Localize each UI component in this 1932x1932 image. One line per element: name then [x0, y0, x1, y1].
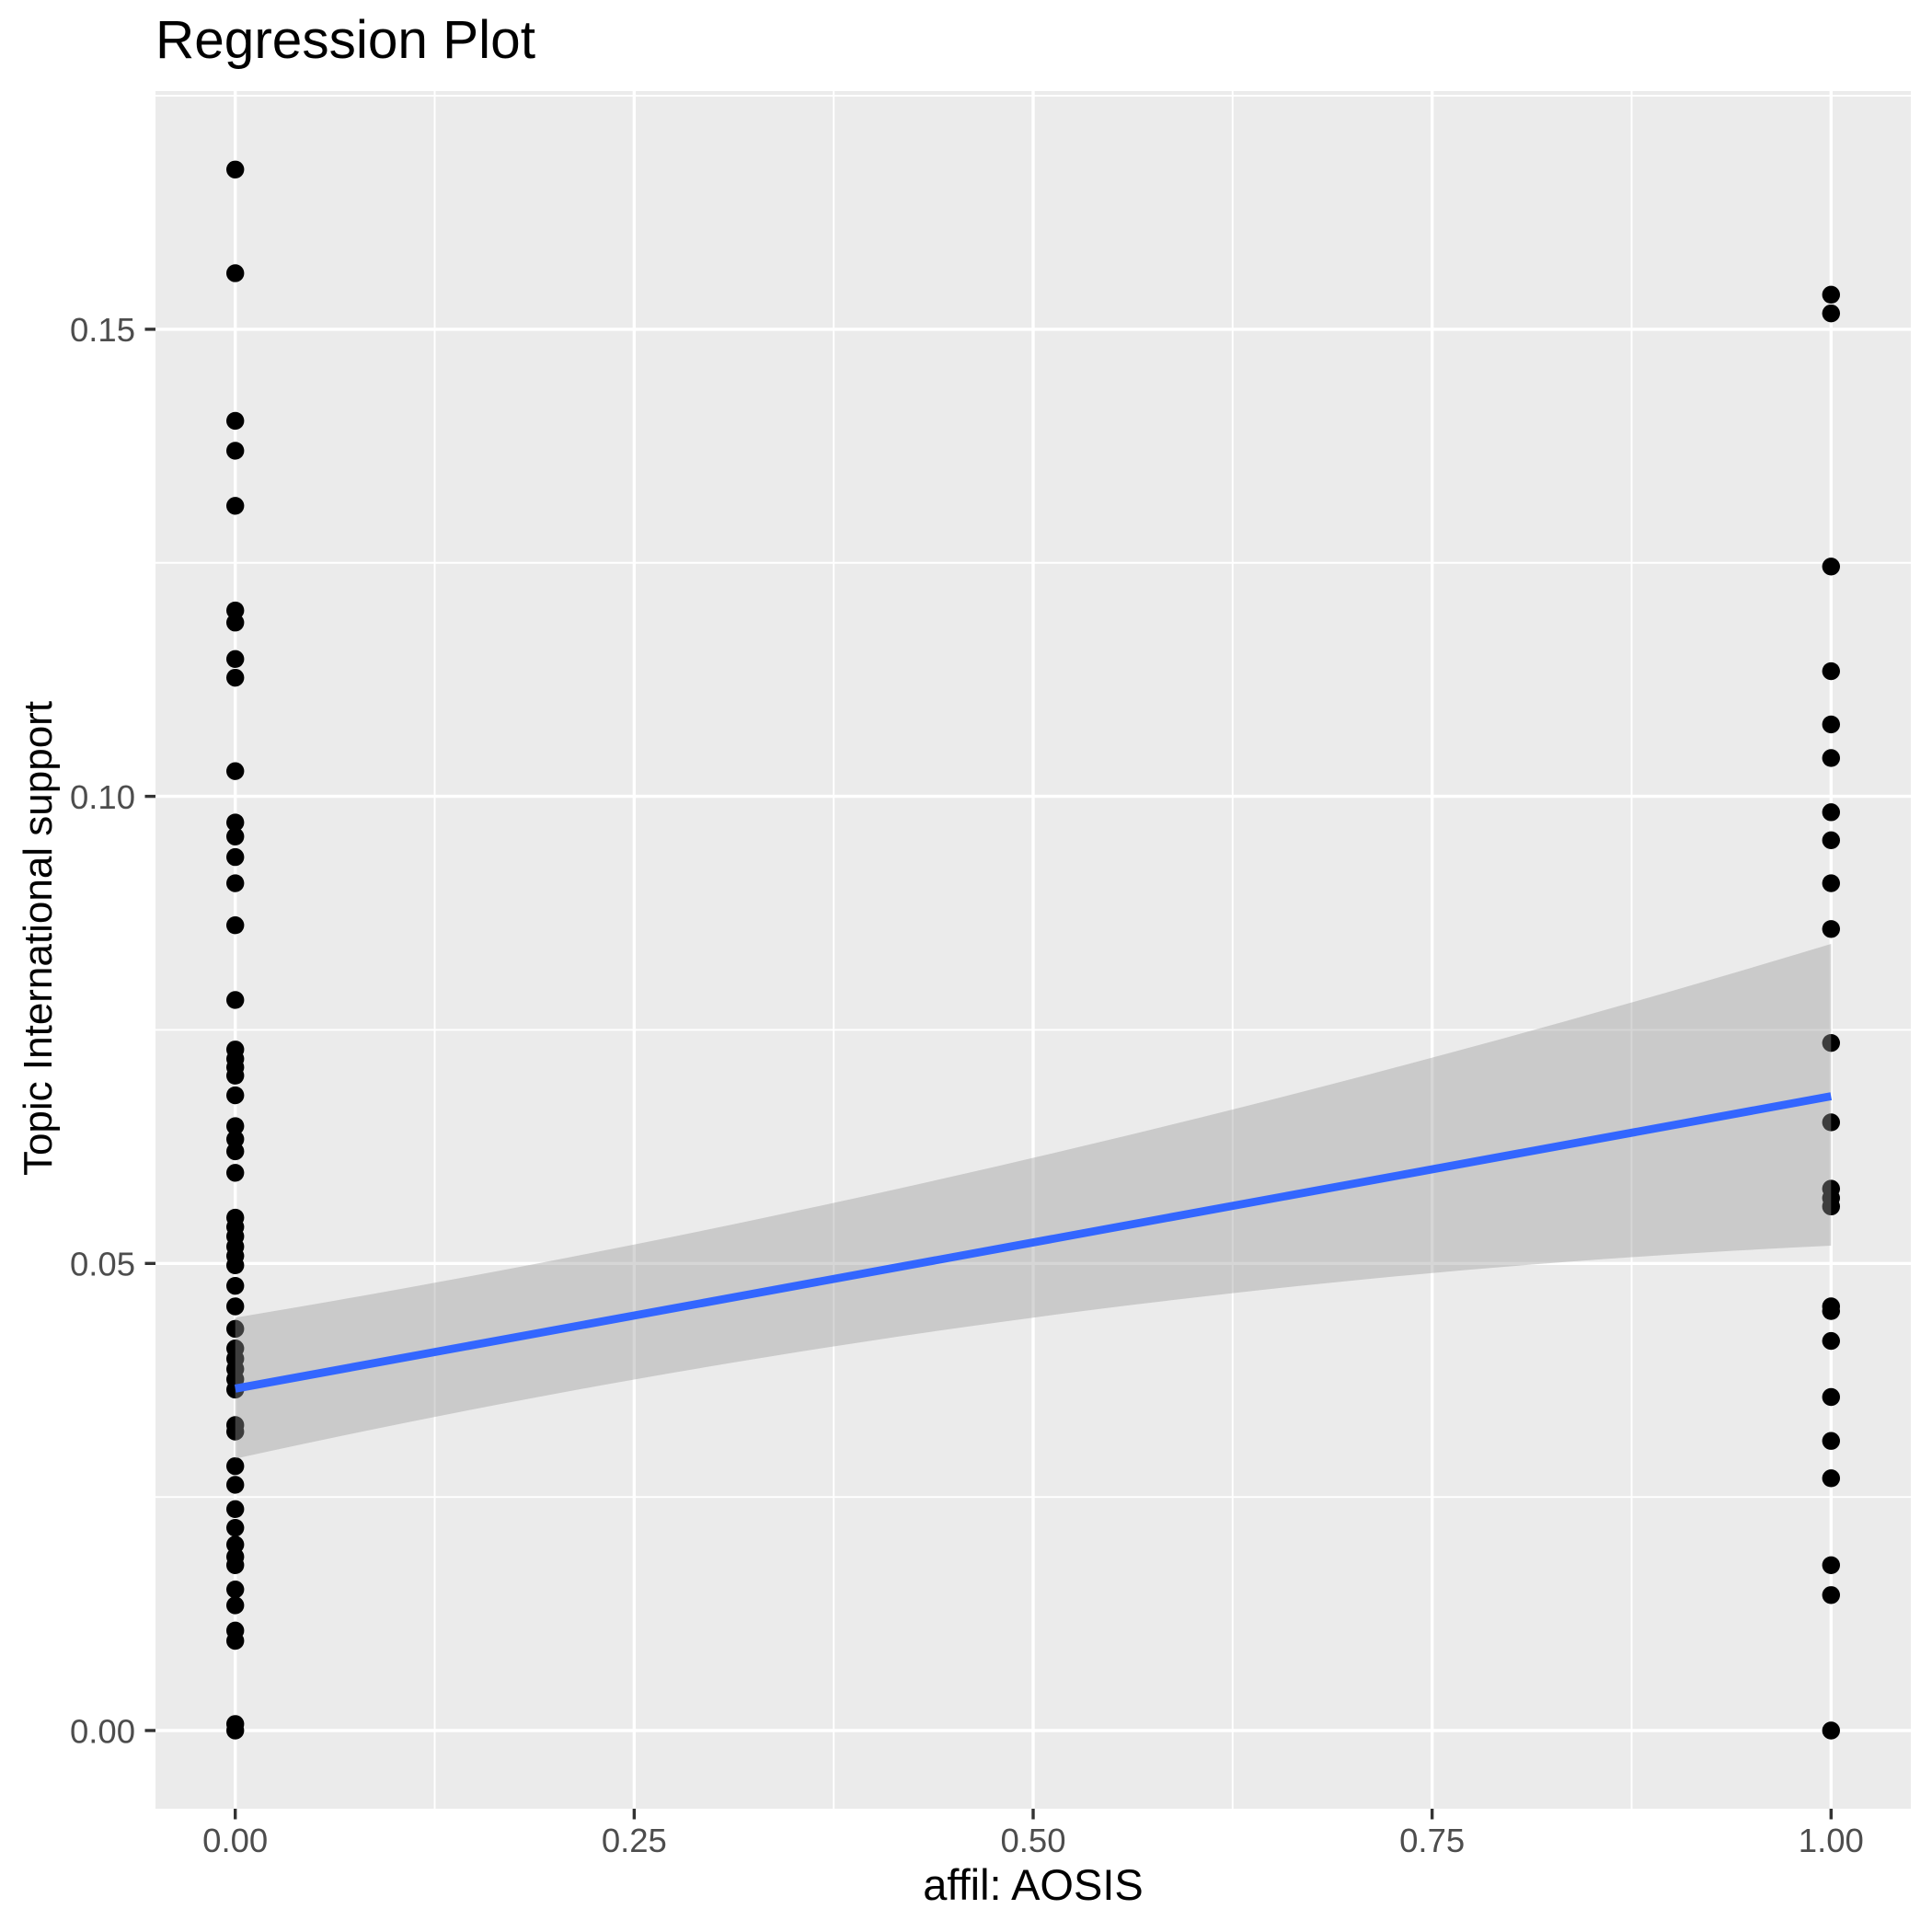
- y-tick-label: 0.10: [70, 778, 135, 816]
- data-point: [1822, 1469, 1841, 1488]
- data-point: [226, 847, 245, 867]
- data-point: [226, 668, 245, 687]
- y-axis-title: Topic International support: [16, 701, 61, 1176]
- data-point: [226, 264, 245, 282]
- x-tick-label: 1.00: [1799, 1822, 1864, 1859]
- x-tick-label: 0.50: [1000, 1822, 1065, 1859]
- data-point: [1822, 831, 1841, 850]
- x-axis-tick-labels: 0.00 0.25 0.50 0.75 1.00: [202, 1822, 1864, 1859]
- data-point: [226, 614, 245, 632]
- data-point: [226, 1086, 245, 1105]
- data-point: [1822, 749, 1841, 767]
- x-tick-label: 0.25: [602, 1822, 667, 1859]
- data-point: [226, 1456, 245, 1476]
- data-point: [226, 1256, 245, 1275]
- data-point: [1822, 1721, 1841, 1740]
- y-tick-label: 0.05: [70, 1246, 135, 1283]
- plot-title: Regression Plot: [155, 10, 535, 70]
- x-tick-label: 0.75: [1399, 1822, 1465, 1859]
- data-point: [226, 160, 245, 178]
- data-point: [1822, 304, 1841, 323]
- axis-tick-marks: [144, 328, 1834, 1820]
- data-point: [226, 1556, 245, 1574]
- y-tick-label: 0.00: [70, 1712, 135, 1750]
- data-point: [226, 411, 245, 431]
- data-point: [226, 827, 245, 845]
- data-point: [1822, 285, 1841, 305]
- confidence-ribbon: [235, 944, 1832, 1459]
- data-point: [226, 813, 245, 832]
- data-point: [226, 1596, 245, 1615]
- data-point: [1822, 1387, 1841, 1407]
- data-point: [226, 916, 245, 935]
- y-tick-label: 0.15: [70, 311, 135, 349]
- data-point: [226, 1164, 245, 1182]
- data-point: [1822, 1432, 1841, 1450]
- fit-line: [234, 1092, 1833, 1393]
- data-point: [1822, 1113, 1841, 1132]
- data-point: [1822, 715, 1841, 734]
- data-point: [226, 1066, 245, 1085]
- scatter-points: [226, 160, 1841, 1740]
- confidence-band: [235, 944, 1832, 1459]
- data-point: [226, 1500, 245, 1519]
- data-point: [226, 1142, 245, 1161]
- data-point: [226, 874, 245, 892]
- data-point: [226, 1319, 245, 1339]
- data-point: [1822, 1556, 1841, 1574]
- data-point: [1822, 920, 1841, 938]
- x-tick-label: 0.00: [202, 1822, 268, 1859]
- data-point: [226, 1297, 245, 1316]
- x-axis-title: affil: AOSIS: [923, 1860, 1143, 1909]
- data-point: [1822, 661, 1841, 681]
- data-point: [226, 1276, 245, 1295]
- data-point: [226, 762, 245, 780]
- data-point: [1822, 558, 1841, 576]
- data-point: [226, 1117, 245, 1135]
- data-point: [226, 1631, 245, 1650]
- data-point: [1822, 1331, 1841, 1351]
- data-point: [226, 1721, 245, 1740]
- data-point: [226, 442, 245, 460]
- regression-line: [234, 1092, 1833, 1393]
- data-point: [226, 991, 245, 1009]
- data-point: [1822, 874, 1841, 892]
- data-point: [1822, 803, 1841, 822]
- data-point: [226, 1580, 245, 1599]
- data-point: [226, 1476, 245, 1494]
- data-point: [1822, 1033, 1841, 1052]
- data-point: [226, 1518, 245, 1537]
- data-point: [1822, 1302, 1841, 1320]
- data-point: [1822, 1586, 1841, 1604]
- data-point: [226, 650, 245, 669]
- data-point: [1822, 1197, 1841, 1216]
- y-axis-tick-labels: 0.00 0.05 0.10 0.15: [70, 311, 135, 1750]
- data-point: [226, 497, 245, 515]
- data-point: [226, 1422, 245, 1441]
